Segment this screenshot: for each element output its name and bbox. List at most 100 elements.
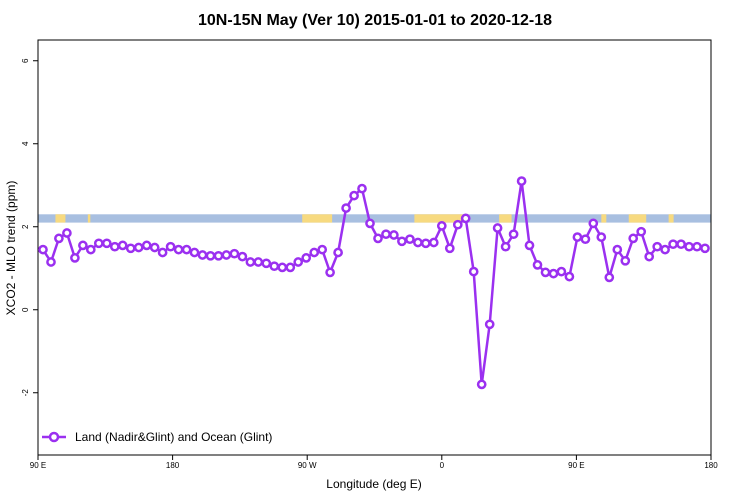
data-point	[173, 244, 184, 255]
data-point	[78, 240, 88, 251]
data-point	[596, 232, 607, 242]
legend: Land (Nadir&Glint) and Ocean (Glint)	[42, 430, 272, 444]
data-point	[413, 237, 423, 248]
data-point	[492, 223, 503, 233]
data-point	[564, 271, 575, 282]
data-point	[277, 262, 288, 273]
data-point	[221, 250, 232, 260]
y-axis: -2 0 2 4 6	[21, 58, 38, 396]
data-point	[125, 243, 136, 254]
x-tick-label: 90 E	[568, 461, 584, 470]
data-point	[149, 242, 160, 253]
data-point	[468, 266, 479, 277]
data-point	[101, 238, 112, 249]
x-tick-label: 90 W	[298, 461, 317, 470]
data-point	[540, 267, 551, 278]
data-point	[333, 247, 343, 258]
land-segment	[628, 214, 647, 223]
data-point	[628, 233, 639, 244]
series-line	[41, 179, 706, 386]
data-point	[229, 248, 240, 259]
data-point	[420, 238, 431, 249]
data-point	[285, 262, 296, 273]
data-point	[548, 268, 559, 279]
data-point	[373, 233, 383, 244]
data-point	[405, 234, 415, 245]
y-tick-label: 4	[21, 141, 30, 146]
land-segment	[499, 214, 512, 223]
y-tick-label: 6	[21, 58, 30, 63]
data-point	[213, 250, 224, 261]
data-point	[556, 266, 567, 277]
data-point	[524, 240, 535, 251]
data-point	[476, 379, 487, 390]
data-point	[668, 239, 678, 250]
data-point	[676, 239, 686, 250]
land-segment	[414, 214, 465, 223]
data-point	[357, 183, 367, 194]
legend-label: Land (Nadir&Glint) and Ocean (Glint)	[75, 430, 272, 444]
y-axis-label: XCO2 - MLO trend (ppm)	[4, 181, 18, 316]
x-axis: 90 E 180 90 W 0 90 E 180	[30, 455, 718, 470]
legend-marker	[48, 431, 60, 443]
y-tick-label: -2	[21, 389, 30, 397]
data-point	[38, 244, 48, 255]
x-tick-label: 180	[704, 461, 718, 470]
data-point	[93, 238, 104, 249]
data-point	[588, 218, 599, 229]
data-point	[604, 272, 615, 283]
data-point	[620, 255, 631, 266]
data-point	[237, 251, 248, 262]
land-segment	[55, 214, 66, 223]
data-point	[381, 229, 391, 240]
data-point	[46, 257, 56, 267]
data-point	[644, 251, 655, 262]
data-point	[117, 240, 128, 251]
data-point	[365, 218, 375, 229]
data-point	[325, 267, 335, 278]
land-segment	[668, 214, 674, 223]
data-point	[428, 237, 439, 248]
data-point	[85, 244, 96, 255]
data-point	[261, 258, 272, 269]
y-tick-label: 0	[21, 307, 30, 312]
ocean-band	[38, 214, 711, 223]
data-point	[205, 250, 216, 261]
data-point	[652, 241, 663, 252]
data-point	[460, 213, 471, 224]
data-point	[157, 247, 168, 258]
data-point	[484, 319, 495, 330]
data-point	[54, 233, 64, 244]
land-segment	[87, 214, 91, 223]
data-point	[612, 244, 623, 255]
data-point	[293, 257, 304, 267]
data-point	[389, 230, 399, 240]
y-tick-label: 2	[21, 224, 30, 229]
data-point	[572, 232, 583, 242]
x-tick-label: 90 E	[30, 461, 46, 470]
series-layer	[38, 176, 710, 390]
x-tick-label: 180	[166, 461, 180, 470]
data-point	[508, 229, 519, 240]
data-point	[181, 244, 192, 255]
land-segment	[601, 214, 607, 223]
data-point	[141, 240, 152, 251]
data-point	[301, 253, 312, 263]
data-point	[660, 244, 670, 255]
data-point	[452, 219, 463, 230]
data-point	[516, 176, 527, 186]
data-point	[692, 241, 702, 252]
data-point	[436, 221, 447, 231]
data-point	[70, 253, 80, 263]
data-point	[189, 247, 200, 258]
data-point	[684, 241, 694, 252]
data-point	[636, 226, 647, 237]
land-segment	[302, 214, 333, 223]
data-point	[580, 234, 591, 245]
data-point	[317, 244, 328, 255]
data-point	[500, 241, 511, 252]
data-point	[532, 260, 543, 270]
x-tick-label: 0	[440, 461, 445, 470]
data-point	[245, 257, 256, 267]
